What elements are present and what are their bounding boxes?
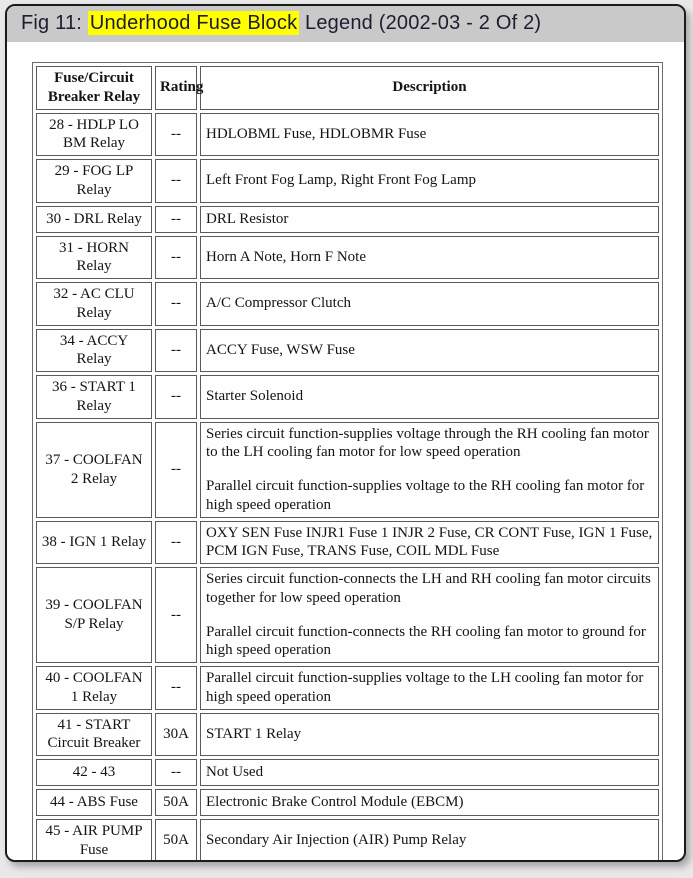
table-row: 45 - AIR PUMP Fuse 50A Secondary Air Injec… [36, 819, 659, 860]
description-paragraph: Starter Solenoid [206, 388, 304, 405]
description-cell: Horn A Note, Horn F Note [200, 235, 659, 279]
description-cell: Parallel circuit function-supplies volta… [200, 666, 659, 710]
description-cell: HDLOBML Fuse, HDLOBMR Fuse [200, 112, 659, 156]
fuse-cell: 38 - IGN 1 Relay [36, 520, 152, 564]
description-paragraph: ACCY Fuse, WSW Fuse [206, 341, 355, 358]
table-row: 32 - AC CLU Relay -- A/C Compressor Clutch [36, 282, 659, 326]
description-paragraph: Not Used [206, 764, 264, 781]
figure-content: Fuse/Circuit Breaker Relay Rating Descri… [7, 42, 684, 860]
description-paragraph: Electronic Brake Control Module (EBCM) [206, 794, 464, 811]
description-cell: Secondary Air Injection (AIR) Pump Relay [200, 819, 659, 860]
description-paragraph: Secondary Air Injection (AIR) Pump Relay [206, 832, 467, 849]
description-paragraph: A/C Compressor Clutch [206, 295, 351, 312]
rating-cell: -- [155, 328, 197, 372]
description-paragraph: START 1 Relay [206, 725, 302, 742]
description-cell: Starter Solenoid [200, 375, 659, 419]
rating-cell: 30A [155, 712, 197, 756]
figure-panel: Fig 11: Underhood Fuse Block Legend (200… [5, 4, 686, 862]
header-rating: Rating [155, 66, 203, 110]
table-row: 36 - START 1 Relay -- Starter Solenoid [36, 375, 659, 419]
description-paragraph: Series circuit function-supplies voltage… [206, 425, 649, 461]
description-paragraph: Left Front Fog Lamp, Right Front Fog Lam… [206, 172, 476, 189]
description-paragraph: OXY SEN Fuse INJR1 Fuse 1 INJR 2 Fuse, C… [206, 524, 653, 560]
rating-cell: -- [155, 205, 197, 233]
rating-cell: 50A [155, 819, 197, 860]
rating-cell: -- [155, 520, 197, 564]
rating-cell: -- [155, 759, 197, 786]
rating-cell: -- [155, 666, 197, 710]
description-cell: Series circuit function-connects the LH … [200, 567, 659, 663]
rating-cell: -- [155, 159, 197, 203]
fuse-cell: 31 - HORN Relay [36, 235, 152, 279]
description-paragraph: Parallel circuit function-connects the R… [206, 623, 646, 659]
fuse-cell: 32 - AC CLU Relay [36, 282, 152, 326]
fuse-cell: 40 - COOLFAN 1 Relay [36, 666, 152, 710]
table-row: 30 - DRL Relay -- DRL Resistor [36, 205, 659, 233]
description-paragraph: DRL Resistor [206, 210, 289, 227]
table-header-row: Fuse/Circuit Breaker Relay Rating Descri… [36, 66, 659, 110]
figure-title-highlight: Underhood Fuse Block [87, 11, 300, 35]
fuse-legend-table: Fuse/Circuit Breaker Relay Rating Descri… [32, 62, 663, 860]
figure-title-suffix: Legend (2002-03 - 2 Of 2) [299, 12, 542, 34]
fuse-cell: 30 - DRL Relay [36, 205, 152, 233]
table-row: 37 - COOLFAN 2 Relay -- Series circuit fun… [36, 421, 659, 518]
table-row: 44 - ABS Fuse 50A Electronic Brake Control… [36, 789, 659, 816]
rating-cell: -- [155, 375, 197, 419]
fuse-cell: 29 - FOG LP Relay [36, 159, 152, 203]
description-cell: DRL Resistor [200, 205, 659, 233]
description-cell: Left Front Fog Lamp, Right Front Fog Lam… [200, 159, 659, 203]
table-row: 40 - COOLFAN 1 Relay -- Parallel circuit f… [36, 666, 659, 710]
fuse-cell: 36 - START 1 Relay [36, 375, 152, 419]
description-cell: ACCY Fuse, WSW Fuse [200, 328, 659, 372]
description-cell: OXY SEN Fuse INJR1 Fuse 1 INJR 2 Fuse, C… [200, 520, 659, 564]
table-row: 42 - 43 -- Not Used [36, 759, 659, 786]
fuse-cell: 39 - COOLFAN S/P Relay [36, 567, 152, 663]
description-paragraph: Parallel circuit function-supplies volta… [206, 478, 645, 513]
fuse-cell: 28 - HDLP LO BM Relay [36, 112, 152, 156]
rating-cell: -- [155, 567, 197, 663]
fuse-cell: 45 - AIR PUMP Fuse [36, 819, 152, 860]
description-paragraph: HDLOBML Fuse, HDLOBMR Fuse [206, 125, 427, 142]
description-paragraph: Series circuit function-connects the LH … [206, 571, 651, 606]
fuse-cell: 41 - START Circuit Breaker [36, 712, 152, 756]
table-row: 29 - FOG LP Relay -- Left Front Fog Lamp, … [36, 159, 659, 203]
fuse-cell: 37 - COOLFAN 2 Relay [36, 421, 152, 518]
description-cell: START 1 Relay [200, 712, 659, 756]
description-paragraph: Horn A Note, Horn F Note [206, 248, 366, 265]
description-paragraph: Parallel circuit function-supplies volta… [206, 670, 644, 705]
fuse-cell: 44 - ABS Fuse [36, 789, 152, 816]
description-cell: Not Used [200, 759, 659, 786]
description-cell: Series circuit function-supplies voltage… [200, 421, 659, 518]
rating-cell: -- [155, 112, 197, 156]
table-row: 38 - IGN 1 Relay -- OXY SEN Fuse INJR1 Fus… [36, 520, 659, 564]
fuse-cell: 34 - ACCY Relay [36, 328, 152, 372]
description-cell: A/C Compressor Clutch [200, 282, 659, 326]
figure-title-prefix: Fig 11: [21, 12, 88, 34]
header-fuse-circuit-breaker-relay: Fuse/Circuit Breaker Relay [36, 66, 152, 110]
table-row: 34 - ACCY Relay -- ACCY Fuse, WSW Fuse [36, 328, 659, 372]
table-row: 39 - COOLFAN S/P Relay -- Series circuit f… [36, 567, 659, 663]
fuse-cell: 42 - 43 [36, 759, 152, 786]
header-description: Description [200, 66, 659, 110]
table-row: 31 - HORN Relay -- Horn A Note, Horn F Not… [36, 235, 659, 279]
rating-cell: -- [155, 282, 197, 326]
description-cell: Electronic Brake Control Module (EBCM) [200, 789, 659, 816]
rating-cell: -- [155, 235, 197, 279]
figure-title-bar: Fig 11: Underhood Fuse Block Legend (200… [7, 6, 684, 42]
table-row: 28 - HDLP LO BM Relay -- HDLOBML Fuse, HDL… [36, 112, 659, 156]
table-body: 28 - HDLP LO BM Relay -- HDLOBML Fuse, HDL… [36, 112, 659, 860]
rating-cell: 50A [155, 789, 197, 816]
rating-cell: -- [155, 421, 197, 518]
table-row: 41 - START Circuit Breaker 30A START 1 Rel… [36, 712, 659, 756]
